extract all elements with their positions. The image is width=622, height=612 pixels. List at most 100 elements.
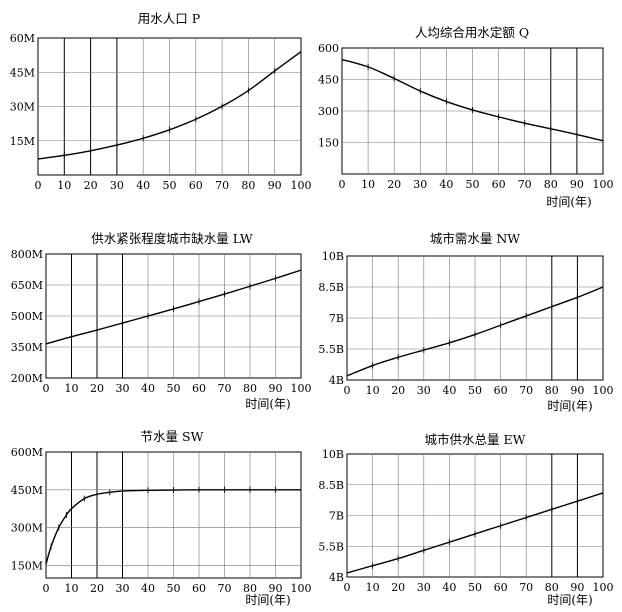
chart-supply-ytick-4: 10B [322,448,344,461]
chart-supply-ytick-1: 5.5B [318,540,344,553]
chart-demand-xtick-0: 0 [344,384,351,397]
chart-per-capita-marks: 0 10 20 30 40 50 60 70 80 90 100 150 300 450 600 [318,42,614,191]
chart-supply-xtick-8: 80 [545,581,559,594]
chart-lines-xtick-1: 10 [57,179,71,192]
chart-per-capita-xtick-7: 70 [518,178,532,191]
chart-lines-ytick-0: 15M [10,135,35,148]
chart-demand-xtick-6: 60 [494,384,508,397]
chart-demand-title: 城市需水量 NW [430,231,520,246]
chart-supply-ytick-0: 4B [329,571,344,584]
chart-lines-xtick-5: 50 [163,179,177,192]
chart-supply-xtick-4: 40 [442,581,456,594]
chart-demand-xtick-9: 90 [570,384,584,397]
chart-per-capita-ytick-0: 150 [318,137,339,150]
chart-demand-xtick-5: 50 [468,384,482,397]
chart-per-capita-xlabel: 时间(年) [546,195,591,209]
chart-demand-marks: 0 10 20 30 40 50 60 70 80 90 100 4B 5.5B 7B 8.5B 10B [318,250,613,397]
chart-shortage-xtick-1: 10 [65,382,79,395]
chart-savings-xtick-4: 40 [141,582,155,595]
chart-lines-xtick-8: 80 [241,179,255,192]
chart-shortage-ytick-1: 350M [11,341,43,354]
chart-savings-xtick-9: 90 [269,582,283,595]
chart-supply-xtick-9: 90 [570,581,584,594]
chart-demand-ytick-3: 8.5B [318,281,344,294]
chart-lines-xtick-6: 60 [189,179,203,192]
chart-lines-marks: 0 10 20 30 40 50 60 70 80 90 100 15M 30M 45M 60M [10,32,312,192]
chart-demand-xtick-10: 100 [593,384,614,397]
chart-shortage-xtick-2: 20 [90,382,104,395]
chart-lines-xtick-3: 30 [110,179,124,192]
chart-shortage-ytick-4: 800M [11,248,43,261]
chart-supply-ytick-3: 8.5B [318,479,344,492]
chart-per-capita-xtick-3: 30 [413,178,427,191]
chart-supply-xtick-10: 100 [593,581,614,594]
chart-per-capita-xtick-6: 60 [492,178,506,191]
chart-shortage-ytick-0: 200M [11,372,43,385]
chart-demand-ytick-1: 5.5B [318,343,344,356]
chart-per-capita-xtick-1: 10 [361,178,375,191]
chart-supply-xtick-5: 50 [468,581,482,594]
chart-savings-series-0 [45,489,301,565]
chart-demand-xtick-1: 10 [366,384,380,397]
chart-demand-xtick-7: 70 [519,384,533,397]
chart-savings-xtick-5: 50 [167,582,181,595]
chart-savings-xtick-0: 0 [43,582,50,595]
chart-lines-ytick-2: 45M [10,66,35,79]
chart-savings-xtick-6: 60 [192,582,206,595]
chart-per-capita-ytick-1: 300 [318,105,339,118]
chart-savings-xtick-10: 100 [291,582,312,595]
chart-shortage-xtick-3: 30 [116,382,130,395]
chart-lines-xtick-0: 0 [35,179,42,192]
chart-supply-ytick-2: 7B [329,510,344,523]
chart-shortage-xtick-10: 100 [291,382,312,395]
chart-shortage-xlabel: 时间(年) [245,397,290,411]
chart-demand-ytick-4: 10B [322,250,344,263]
chart-supply-xlabel: 时间(年) [547,593,592,607]
chart-per-capita-xtick-0: 0 [339,178,346,191]
chart-shortage-xtick-8: 80 [243,382,257,395]
chart-supply-title: 城市供水总量 EW [425,432,526,447]
chart-shortage-xtick-4: 40 [141,382,155,395]
chart-lines-xtick-10: 100 [291,179,312,192]
chart-per-capita-ytick-2: 450 [318,74,339,87]
chart-supply-marks: 0 10 20 30 40 50 60 70 80 90 100 4B 5.5B 7B 8.5B 10B [318,448,613,594]
chart-demand-xtick-3: 30 [417,384,431,397]
chart-demand-xlabel: 时间(年) [547,399,592,413]
chart-demand-xtick-2: 20 [391,384,405,397]
chart-lines-ytick-1: 30M [10,101,35,114]
chart-supply-xtick-2: 20 [391,581,405,594]
chart-savings-xtick-3: 30 [116,582,130,595]
chart-shortage-xtick-0: 0 [43,382,50,395]
chart-lines-xtick-9: 90 [268,179,282,192]
chart-per-capita-xtick-8: 80 [544,178,558,191]
chart-per-capita-xtick-4: 40 [439,178,453,191]
chart-lines-ytick-3: 60M [10,32,35,45]
chart-demand-xtick-4: 40 [442,384,456,397]
chart-lines-xtick-2: 20 [84,179,98,192]
chart-shortage-xtick-9: 90 [269,382,283,395]
chart-shortage-xtick-7: 70 [218,382,232,395]
chart-shortage-ytick-3: 650M [11,279,43,292]
chart-lines-xtick-7: 70 [215,179,229,192]
chart-savings-ytick-1: 300M [11,522,43,535]
chart-supply-xtick-3: 30 [417,581,431,594]
chart-supply-xtick-7: 70 [519,581,533,594]
chart-demand-ytick-2: 7B [329,312,344,325]
chart-supply-xtick-6: 60 [494,581,508,594]
chart-shortage-ytick-2: 500M [11,310,43,323]
chart-savings-ytick-3: 600M [11,446,43,459]
chart-savings-xtick-7: 70 [218,582,232,595]
chart-supply-xtick-0: 0 [344,581,351,594]
chart-per-capita-xtick-2: 20 [387,178,401,191]
chart-savings-xlabel: 时间(年) [245,593,290,607]
chart-savings-ytick-0: 150M [11,559,43,572]
chart-demand-xtick-8: 80 [545,384,559,397]
chart-savings-ytick-2: 450M [11,484,43,497]
chart-shortage-title: 供水紧张程度城市缺水量 LW [91,231,253,246]
chart-savings-xtick-1: 10 [65,582,79,595]
chart-per-capita-title: 人均综合用水定额 Q [415,25,529,40]
chart-shortage-xtick-5: 50 [167,382,181,395]
chart-per-capita-xtick-9: 90 [570,178,584,191]
